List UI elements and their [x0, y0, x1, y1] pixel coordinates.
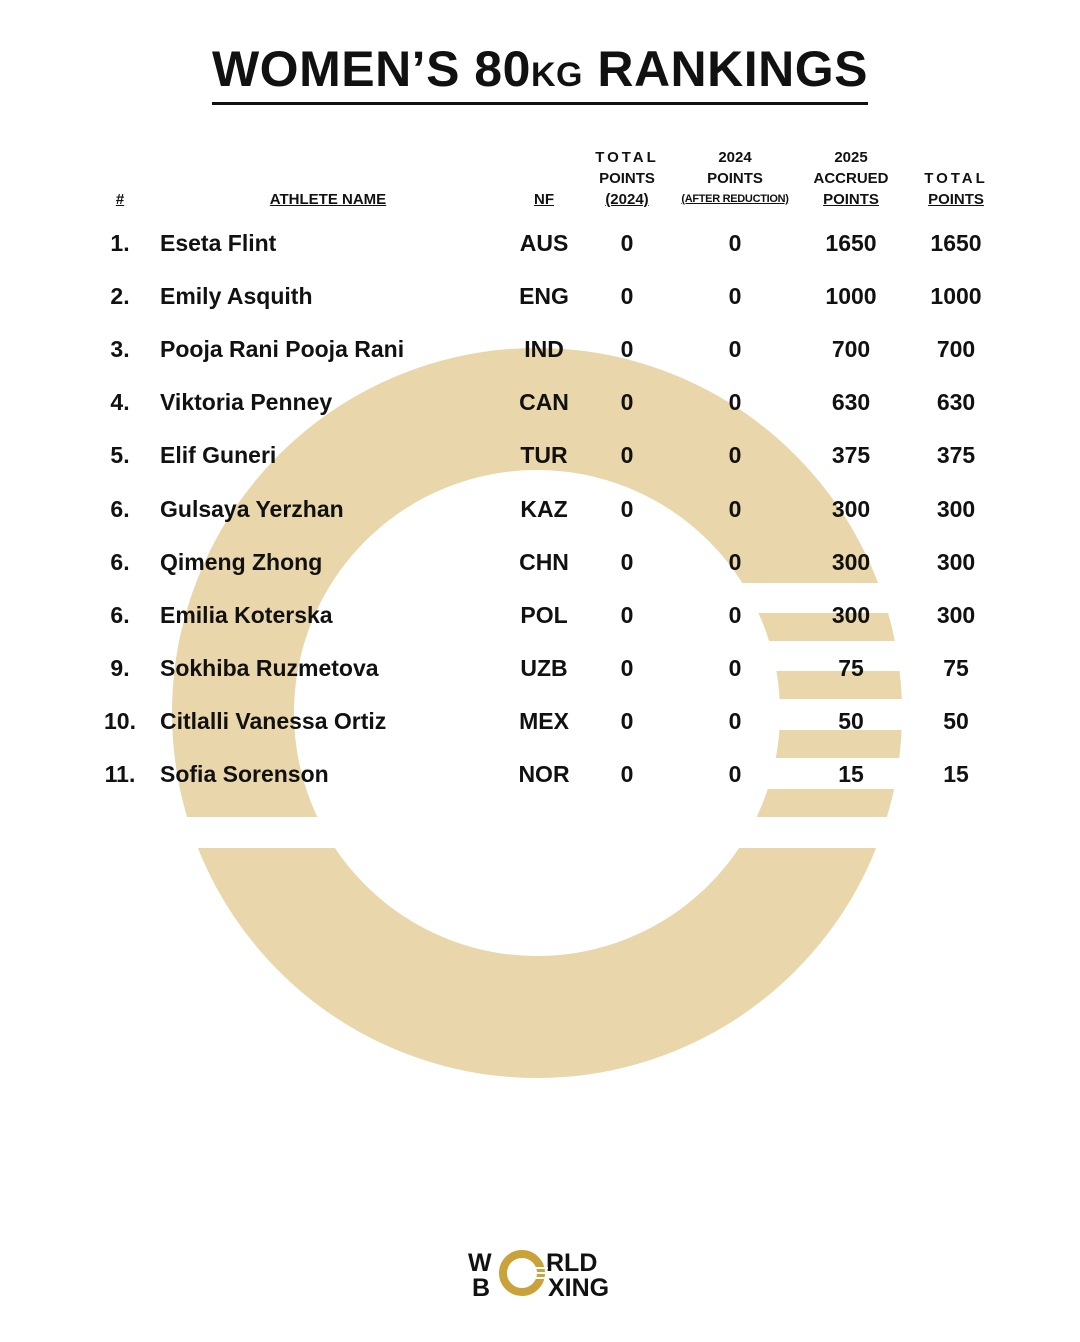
cell-accrued2025: 375	[831, 442, 871, 469]
cell-nf: POL	[520, 601, 568, 628]
cell-nf: IND	[524, 336, 564, 363]
cell-name: Elif Guneri	[160, 442, 277, 469]
svg-text:XING: XING	[548, 1274, 609, 1300]
cell-name: Sofia Sorenson	[160, 761, 329, 787]
cell-accrued2025: 15	[838, 761, 864, 787]
world-boxing-logo: W RLD B XING	[468, 1249, 609, 1300]
cell-total2024: 0	[620, 389, 634, 416]
cell-accrued2025: 50	[838, 707, 864, 734]
cell-accrued2025: 300	[831, 601, 871, 628]
svg-text:W: W	[468, 1249, 492, 1277]
cell-total: 75	[943, 654, 969, 681]
cell-nf: MEX	[519, 707, 569, 734]
cell-nf: CHN	[519, 548, 569, 575]
cell-total: 1000	[930, 283, 982, 310]
cell-total2024: 0	[620, 495, 634, 522]
cell-points2024: 0	[728, 389, 742, 416]
cell-total: 630	[936, 389, 976, 416]
header-2025-accrued-points: 2025 ACCRUED POINTS	[813, 149, 889, 208]
cell-name: Pooja Rani Pooja Rani	[160, 336, 405, 363]
header-athlete-name: ATHLETE NAME	[269, 191, 387, 208]
cell-points2024: 0	[728, 654, 742, 681]
cell-rank: 11.	[104, 761, 136, 787]
header-rank: #	[115, 191, 125, 208]
cell-accrued2025: 700	[831, 336, 871, 363]
cell-total: 375	[936, 442, 976, 469]
cell-accrued2025: 300	[831, 495, 871, 522]
cell-total: 300	[936, 495, 976, 522]
cell-nf: AUS	[519, 230, 569, 256]
header-total-points: TOTAL POINTS	[924, 170, 988, 208]
cell-nf: TUR	[520, 442, 568, 469]
cell-total: 50	[943, 707, 969, 734]
cell-total2024: 0	[620, 230, 634, 256]
cell-accrued2025: 1650	[825, 230, 877, 256]
cell-accrued2025: 300	[831, 548, 871, 575]
cell-total: 300	[936, 601, 976, 628]
cell-points2024: 0	[728, 230, 742, 256]
cell-total2024: 0	[620, 707, 634, 734]
cell-total: 15	[943, 761, 969, 787]
cell-total: 700	[936, 336, 976, 363]
cell-rank: 5.	[110, 442, 130, 469]
cell-name: Gulsaya Yerzhan	[160, 495, 344, 522]
cell-rank: 1.	[110, 230, 130, 256]
cell-rank: 6.	[110, 601, 130, 628]
cell-name: Qimeng Zhong	[160, 548, 323, 575]
cell-points2024: 0	[728, 442, 742, 469]
cell-rank: 2.	[110, 283, 130, 310]
cell-total2024: 0	[620, 336, 634, 363]
cell-rank: 10.	[104, 707, 136, 734]
cell-total2024: 0	[620, 283, 634, 310]
cell-nf: ENG	[519, 283, 569, 310]
cell-points2024: 0	[728, 495, 742, 522]
cell-points2024: 0	[728, 283, 742, 310]
svg-text:RLD: RLD	[546, 1249, 597, 1277]
cell-points2024: 0	[728, 761, 742, 787]
cell-name: Sokhiba Ruzmetova	[160, 654, 379, 681]
cell-points2024: 0	[728, 548, 742, 575]
cell-nf: KAZ	[520, 495, 568, 522]
cell-points2024: 0	[728, 601, 742, 628]
cell-nf: NOR	[518, 761, 570, 787]
cell-total2024: 0	[620, 442, 634, 469]
cell-nf: CAN	[519, 389, 569, 416]
cell-rank: 9.	[110, 654, 130, 681]
cell-points2024: 0	[728, 707, 742, 734]
cell-rank: 6.	[110, 548, 130, 575]
cell-total2024: 0	[620, 761, 634, 787]
cell-total: 1650	[930, 230, 982, 256]
cell-total: 300	[936, 548, 976, 575]
cell-accrued2025: 75	[838, 654, 864, 681]
cell-accrued2025: 630	[831, 389, 871, 416]
cell-total2024: 0	[620, 548, 634, 575]
cell-rank: 3.	[110, 336, 130, 363]
header-total-points-2024: TOTAL POINTS (2024)	[595, 149, 659, 208]
page-title: WOMEN’S 80KG RANKINGS	[0, 42, 1080, 105]
cell-total2024: 0	[620, 601, 634, 628]
cell-name: Emilia Koterska	[160, 601, 333, 628]
cell-accrued2025: 1000	[825, 283, 877, 310]
cell-name: Citlalli Vanessa Ortiz	[160, 707, 387, 734]
cell-name: Viktoria Penney	[160, 389, 333, 416]
cell-rank: 6.	[110, 495, 130, 522]
cell-total2024: 0	[620, 654, 634, 681]
cell-nf: UZB	[520, 654, 568, 681]
cell-points2024: 0	[728, 336, 742, 363]
svg-text:B: B	[472, 1274, 490, 1300]
cell-rank: 4.	[110, 389, 130, 416]
cell-name: Eseta Flint	[160, 230, 277, 256]
header-2024-points: 2024 POINTS (AFTER REDUCTION)	[681, 149, 789, 205]
cell-name: Emily Asquith	[160, 283, 313, 310]
header-nf: NF	[534, 191, 554, 208]
